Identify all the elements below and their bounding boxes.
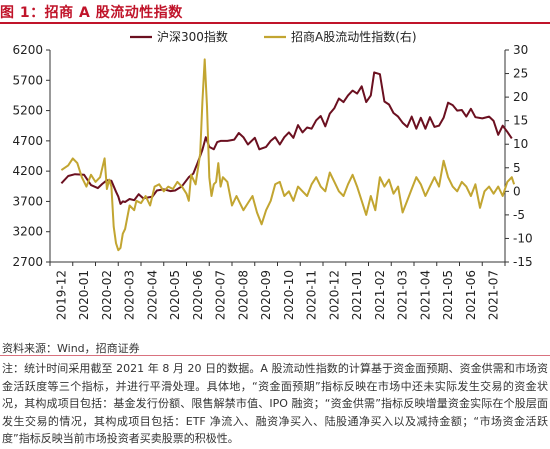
x-axis-tick-label: 2020-07 bbox=[214, 270, 228, 320]
right-axis-tick-label: -10 bbox=[513, 231, 533, 245]
right-axis-tick-label: -5 bbox=[513, 208, 525, 222]
right-axis-tick-label: -15 bbox=[513, 255, 533, 269]
left-axis-tick-label: 2700 bbox=[12, 255, 43, 269]
left-axis-tick-label: 3200 bbox=[12, 225, 43, 239]
x-axis-tick-label: 2020-04 bbox=[145, 270, 159, 320]
right-axis-tick-label: 30 bbox=[513, 43, 528, 57]
x-axis-tick-label: 2020-10 bbox=[282, 270, 296, 320]
csi300-line bbox=[60, 71, 513, 205]
x-axis-tick-label: 2020-06 bbox=[191, 270, 205, 320]
right-axis-tick-label: 25 bbox=[513, 67, 528, 81]
left-axis-tick-label: 4700 bbox=[12, 134, 43, 148]
x-axis-tick-label: 2020-02 bbox=[100, 270, 114, 320]
liquidity-index-line bbox=[60, 58, 516, 252]
x-axis-tick-label: 2020-08 bbox=[236, 270, 250, 320]
x-axis-tick-label: 2019-12 bbox=[54, 270, 68, 320]
title-divider bbox=[0, 22, 550, 24]
right-axis-tick-label: 20 bbox=[513, 90, 528, 104]
x-axis-tick-label: 2020-05 bbox=[168, 270, 182, 320]
x-axis-tick-label: 2020-12 bbox=[327, 270, 341, 320]
right-axis-tick-label: 10 bbox=[513, 137, 528, 151]
source-text: 资料来源：Wind，招商证券 bbox=[2, 342, 140, 355]
legend-label: 招商A股流动性指数(右) bbox=[291, 29, 417, 44]
note-text: 注：统计时间采用截至 2021 年 8 月 20 日的数据。A 股流动性指数的计… bbox=[2, 362, 548, 445]
left-axis-tick-label: 3700 bbox=[12, 194, 43, 208]
x-axis-tick-label: 2021-04 bbox=[418, 270, 432, 320]
left-axis-tick-label: 5700 bbox=[12, 73, 43, 87]
left-axis-tick-label: 6200 bbox=[12, 43, 43, 57]
series-layer bbox=[60, 58, 516, 252]
right-axis-tick-label: 5 bbox=[513, 161, 521, 175]
left-axis-tick-label: 5200 bbox=[12, 104, 43, 118]
right-axis-tick-label: 15 bbox=[513, 114, 528, 128]
x-axis-tick-label: 2020-09 bbox=[259, 270, 273, 320]
chart: 27003200370042004700520057006200-15-10-5… bbox=[12, 29, 532, 320]
legend: 沪深300指数 招商A股流动性指数(右) bbox=[130, 29, 417, 44]
x-axis-tick-label: 2020-01 bbox=[77, 270, 91, 320]
x-axis-tick-label: 2021-07 bbox=[487, 270, 501, 320]
left-axis-tick-label: 4200 bbox=[12, 164, 43, 178]
x-axis-tick-label: 2021-03 bbox=[396, 270, 410, 320]
legend-label: 沪深300指数 bbox=[157, 29, 228, 44]
x-axis-tick-label: 2021-05 bbox=[441, 270, 455, 320]
x-axis-tick-label: 2021-01 bbox=[350, 270, 364, 320]
axes-layer: 27003200370042004700520057006200-15-10-5… bbox=[12, 43, 532, 320]
x-axis-tick-label: 2020-11 bbox=[305, 270, 319, 320]
right-axis-tick-label: 0 bbox=[513, 184, 521, 198]
figure-header: 图 1：招商 A 股流动性指数 bbox=[0, 0, 550, 24]
x-axis-tick-label: 2021-02 bbox=[373, 270, 387, 320]
x-axis-tick-label: 2020-03 bbox=[123, 270, 137, 320]
figure-title: 图 1：招商 A 股流动性指数 bbox=[0, 5, 183, 21]
source-divider bbox=[0, 355, 550, 356]
x-axis-tick-label: 2021-06 bbox=[464, 270, 478, 320]
